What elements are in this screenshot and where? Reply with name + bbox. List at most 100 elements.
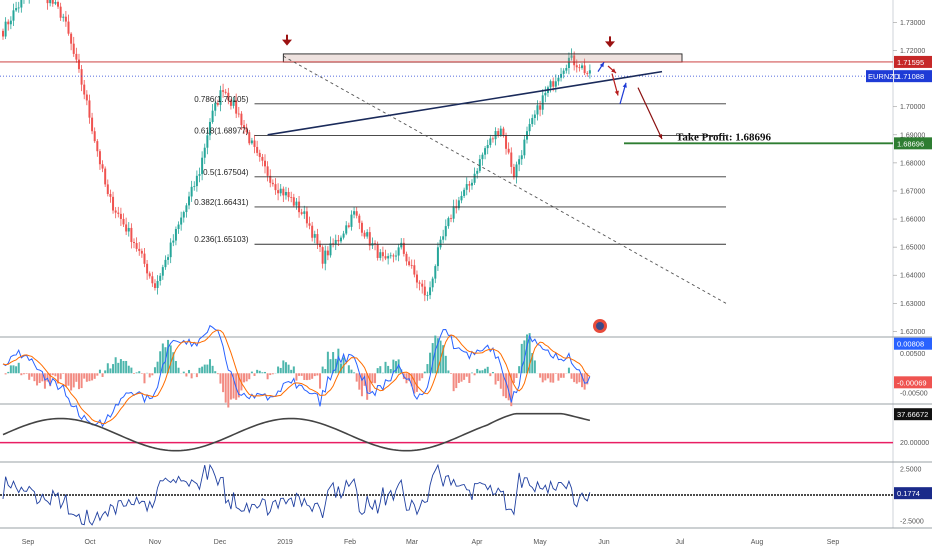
macd-hist-bar bbox=[470, 372, 473, 374]
candle-body bbox=[392, 255, 395, 257]
candle-body bbox=[567, 57, 570, 68]
adx-value-tag-bg bbox=[894, 408, 932, 421]
candle-body bbox=[520, 155, 523, 160]
candle-body bbox=[515, 164, 518, 178]
macd-hist-bar bbox=[316, 373, 319, 376]
macd-hist-bar bbox=[494, 373, 497, 385]
candle-body bbox=[117, 212, 120, 214]
candle-body bbox=[292, 197, 295, 206]
macd-hist-bar bbox=[25, 373, 28, 374]
macd-hist-bar bbox=[33, 373, 36, 382]
candle-body bbox=[426, 295, 429, 296]
macd-hist-bar bbox=[332, 352, 335, 374]
candle-body bbox=[282, 188, 285, 196]
candle-body bbox=[444, 226, 447, 237]
macd-hist-bar bbox=[261, 372, 264, 374]
candle-body bbox=[190, 186, 193, 197]
macd-hist-bar bbox=[313, 373, 316, 377]
macd-hist-bar bbox=[505, 373, 508, 399]
candle-body bbox=[62, 16, 65, 18]
month-label: Mar bbox=[406, 539, 419, 546]
macd-hist-bar bbox=[130, 367, 133, 374]
resistance-price-tag: 1.71595 bbox=[897, 58, 924, 67]
candle-body bbox=[219, 90, 222, 105]
candle-body bbox=[562, 70, 565, 74]
macd-hist-bar bbox=[211, 365, 214, 374]
macd-hist-bar bbox=[206, 364, 209, 374]
macd-hist-bar bbox=[303, 373, 306, 380]
price-tick-label: 1.69000 bbox=[900, 132, 925, 139]
candle-body bbox=[505, 135, 508, 149]
macd-hist-bar bbox=[549, 373, 552, 383]
fib-level-label: 0.5(1.67504) bbox=[203, 168, 249, 177]
macd-hist-bar bbox=[486, 366, 489, 374]
candle-body bbox=[20, 0, 23, 8]
macd-hist-bar bbox=[51, 373, 54, 376]
month-label: Feb bbox=[344, 539, 356, 546]
candle-body bbox=[261, 156, 264, 161]
candle-body bbox=[222, 90, 225, 92]
candle-body bbox=[384, 256, 387, 259]
candle-body bbox=[429, 287, 432, 296]
month-label: Sep bbox=[22, 539, 35, 546]
month-label: Oct bbox=[85, 539, 96, 546]
red-down-arrow-head bbox=[658, 134, 663, 140]
macd-hist-bar bbox=[450, 373, 453, 374]
candle-body bbox=[98, 151, 101, 165]
oscillator-line bbox=[2, 463, 591, 526]
macd-hist-bar bbox=[570, 373, 573, 379]
osc-value-tag: 0.1774 bbox=[897, 489, 920, 498]
candle-body bbox=[586, 73, 589, 74]
candle-body bbox=[2, 30, 4, 37]
candle-body bbox=[418, 282, 421, 284]
candle-body bbox=[465, 184, 468, 190]
candle-body bbox=[72, 43, 75, 54]
down-arrow-marker-head bbox=[282, 39, 292, 46]
macd-value-tag-bg bbox=[894, 337, 932, 350]
candle-body bbox=[408, 261, 411, 266]
month-label: May bbox=[533, 539, 547, 546]
macd-hist-bar bbox=[98, 369, 101, 374]
macd-hist-bar bbox=[442, 345, 445, 374]
macd-hist-bar bbox=[491, 372, 494, 374]
candle-body bbox=[269, 175, 272, 183]
macd-hist-bar bbox=[510, 373, 513, 407]
candle-body bbox=[439, 239, 442, 248]
macd-hist-bar bbox=[515, 373, 518, 378]
macd-hist-bar bbox=[397, 359, 400, 374]
macd-hist-bar bbox=[28, 373, 31, 380]
candle-body bbox=[583, 65, 586, 74]
candle-body bbox=[573, 55, 576, 66]
candle-body bbox=[109, 194, 112, 197]
macd-hist-bar bbox=[224, 373, 227, 403]
candle-body bbox=[305, 211, 308, 224]
candle-body bbox=[101, 164, 104, 169]
candle-body bbox=[161, 267, 164, 276]
symbol-tag-bg bbox=[866, 70, 893, 83]
macd-hist-bar bbox=[567, 367, 570, 374]
candle-body bbox=[387, 256, 390, 259]
macd-hist-bar bbox=[172, 352, 175, 374]
candle-body bbox=[216, 103, 219, 105]
macd-hist-bar bbox=[101, 373, 104, 377]
candle-body bbox=[290, 197, 293, 198]
macd-hist-bar bbox=[36, 373, 39, 386]
candle-body bbox=[172, 240, 175, 243]
macd-hist-bar bbox=[12, 365, 15, 374]
macd-hist-bar bbox=[334, 358, 337, 374]
candle-body bbox=[279, 188, 282, 194]
osc-tick-label: -2.5000 bbox=[900, 518, 924, 525]
macd-hist-bar bbox=[371, 373, 374, 383]
macd-hist-bar bbox=[167, 339, 170, 374]
candle-body bbox=[240, 113, 243, 126]
macd-hist-bar bbox=[153, 367, 156, 374]
candle-body bbox=[243, 125, 246, 128]
macd-hist-bar bbox=[93, 373, 96, 379]
candle-body bbox=[311, 225, 314, 238]
candle-body bbox=[421, 283, 424, 287]
candle-body bbox=[588, 70, 591, 74]
candle-body bbox=[300, 212, 303, 214]
macd-hist-bar bbox=[436, 338, 439, 374]
candle-body bbox=[368, 232, 371, 246]
